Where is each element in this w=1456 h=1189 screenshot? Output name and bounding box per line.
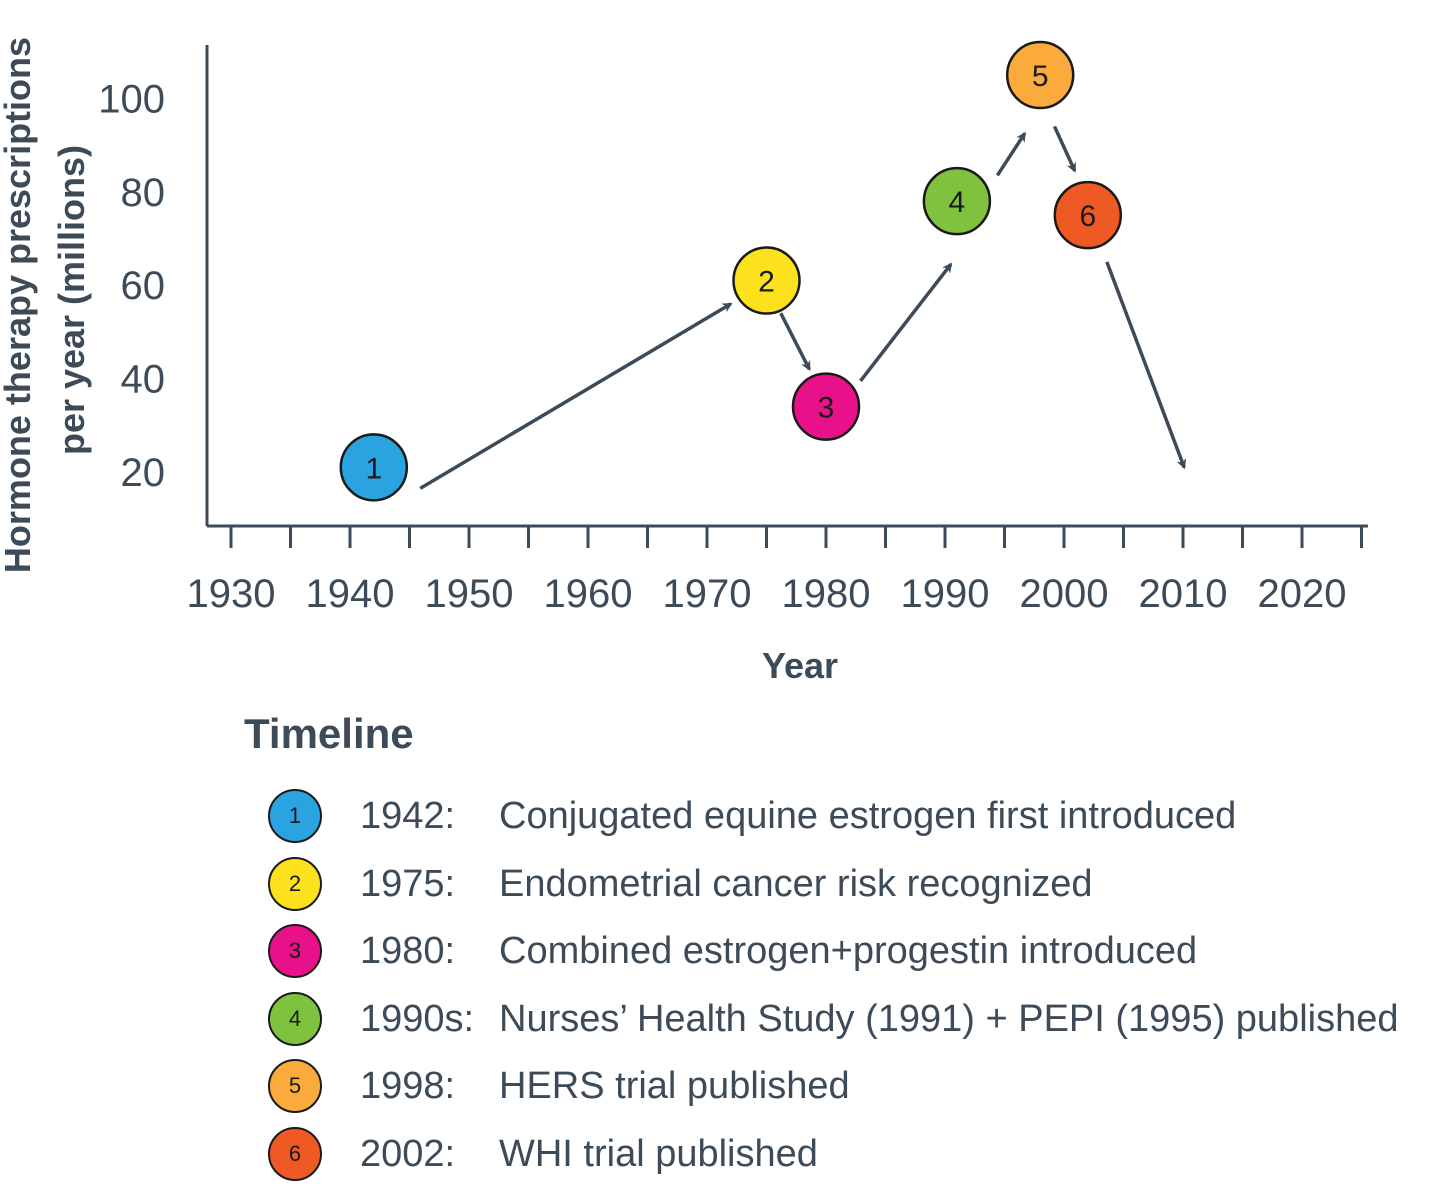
legend-text: Endometrial cancer risk recognized — [499, 862, 1093, 905]
data-point-marker — [922, 166, 992, 236]
chart: 1930 1940 1950 1960 1970 1980 1990 2000 2010 2020… — [0, 27, 1368, 686]
legend-marker: 3 — [268, 924, 322, 979]
x-tick-label: 1990 — [901, 572, 990, 616]
x-tick-label: 1960 — [544, 572, 633, 616]
y-axis-title-line-2: per year (millions) — [51, 145, 92, 455]
trend-arrow — [419, 302, 733, 490]
x-tick-label: 1930 — [187, 572, 276, 616]
legend-marker: 4 — [268, 991, 322, 1046]
legend-text: Combined estrogen+progestin introduced — [499, 930, 1198, 973]
x-tick-label: 1950 — [425, 572, 514, 616]
legend-item: 2 1975: Endometrial cancer risk recognized — [268, 851, 1456, 919]
y-tick-label: 40 — [121, 358, 166, 402]
y-axis-title: Hormone therapy prescriptions per year (… — [0, 27, 92, 573]
x-tick-label: 2020 — [1258, 572, 1347, 616]
legend-item: 3 1980: Combined estrogen+progestin introd… — [268, 918, 1456, 986]
data-point: 4 — [922, 166, 992, 236]
data-point-marker — [791, 372, 861, 441]
data-point-marker — [732, 246, 801, 315]
x-tick-label: 1940 — [306, 572, 395, 616]
legend-item: 4 1990s: Nurses’ Health Study (1991) + PEP… — [268, 986, 1456, 1054]
trend-arrow — [779, 312, 811, 372]
legend-marker: 2 — [268, 856, 322, 911]
axes: 1930 1940 1950 1960 1970 1980 1990 2000 2010 2020… — [98, 45, 1368, 616]
data-point: 1 — [339, 433, 409, 502]
legend: 1 1942: Conjugated equine estrogen first i… — [268, 783, 1456, 1189]
data-point-label: 6 — [1079, 200, 1096, 233]
legend-year: 1975: — [360, 862, 456, 905]
arrows — [419, 125, 1187, 490]
legend-marker: 5 — [268, 1059, 322, 1114]
legend-item: 5 1998: HERS trial published — [268, 1053, 1456, 1121]
legend-title: Timeline — [244, 710, 414, 757]
y-axis-title-line-1: Hormone therapy prescriptions — [0, 37, 38, 573]
trend-arrow — [995, 131, 1027, 177]
legend-text: Conjugated equine estrogen first introdu… — [499, 795, 1237, 837]
legend-text: HERS trial published — [499, 1065, 850, 1108]
y-tick-label: 60 — [121, 264, 166, 308]
x-tick-label: 2010 — [1139, 572, 1228, 616]
x-tick-label: 2000 — [1020, 572, 1109, 616]
data-point-label: 2 — [758, 266, 775, 299]
data-point: 6 — [1053, 180, 1123, 250]
data-point-marker — [1005, 40, 1075, 110]
x-tick-label: 1980 — [782, 572, 871, 616]
legend-year: 1942: — [360, 795, 456, 837]
x-tick-label: 1970 — [663, 572, 752, 616]
data-point-marker — [339, 433, 409, 502]
data-point-label: 5 — [1032, 60, 1049, 93]
legend-text: WHI trial published — [499, 1132, 818, 1175]
data-point-marker — [1053, 180, 1123, 250]
data-point-label: 4 — [949, 186, 966, 219]
legend-year: 1990s: — [360, 997, 475, 1040]
y-tick-label: 20 — [121, 451, 166, 495]
legend-marker: 6 — [268, 1126, 322, 1181]
trend-arrow — [859, 262, 953, 383]
data-point-label: 3 — [818, 392, 835, 425]
data-point: 5 — [1005, 40, 1075, 110]
x-axis-title: Year — [762, 645, 838, 686]
legend-text: Nurses’ Health Study (1991) + PEPI (1995… — [499, 997, 1399, 1040]
data-point-label: 1 — [365, 452, 382, 485]
legend-item: 1 1942: Conjugated equine estrogen first i… — [268, 783, 1456, 851]
legend-year: 1980: — [360, 930, 456, 973]
legend-year: 1998: — [360, 1065, 456, 1108]
trend-arrow — [1052, 125, 1077, 173]
legend-marker: 1 — [268, 789, 322, 843]
legend-item: 6 2002: WHI trial published — [268, 1121, 1456, 1189]
data-point: 3 — [791, 372, 861, 441]
data-points: 1 2 3 4 5 6 — [339, 40, 1123, 502]
y-tick-label: 80 — [121, 171, 166, 215]
y-tick-label: 100 — [98, 77, 165, 121]
trend-arrow — [1105, 261, 1187, 470]
legend-year: 2002: — [360, 1132, 456, 1175]
data-point: 2 — [732, 246, 801, 315]
